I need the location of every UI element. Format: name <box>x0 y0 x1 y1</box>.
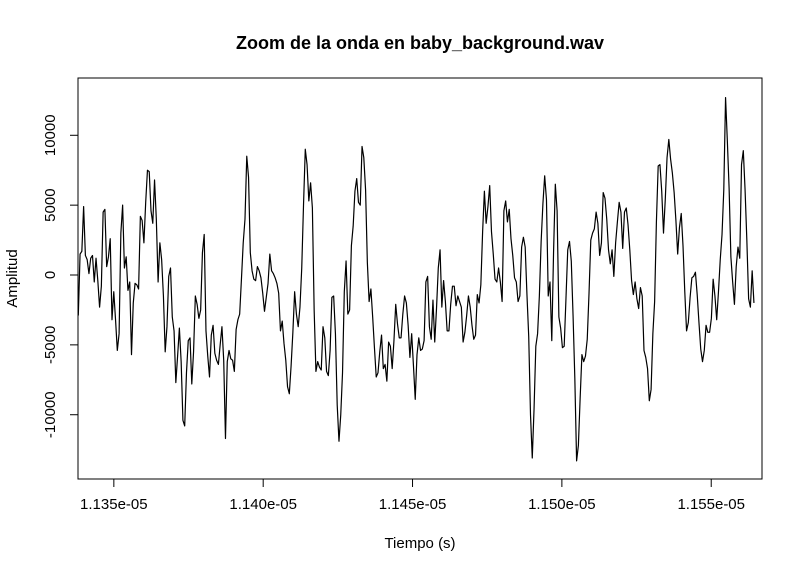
y-axis-label: Amplitud <box>4 249 21 307</box>
x-axis: 1.135e-05 1.140e-05 1.145e-05 1.150e-05 1.15… <box>80 478 745 513</box>
x-tick-label: 1.155e-05 <box>677 496 745 513</box>
x-tick-label: 1.150e-05 <box>528 496 596 513</box>
x-tick-label: 1.140e-05 <box>229 496 297 513</box>
x-axis-label: Tiempo (s) <box>384 535 455 552</box>
y-tick-label: 0 <box>42 271 59 279</box>
series-line <box>77 96 755 462</box>
y-tick-label: -10000 <box>42 391 59 438</box>
x-tick-label: 1.135e-05 <box>80 496 148 513</box>
x-tick-label: 1.145e-05 <box>379 496 447 513</box>
y-tick-label: 10000 <box>42 114 59 156</box>
y-tick-label: 5000 <box>42 188 59 221</box>
y-axis: -10000 -5000 0 5000 10000 <box>42 114 79 438</box>
chart-title: Zoom de la onda en baby_background.wav <box>236 33 604 53</box>
plot-frame <box>77 77 763 480</box>
y-tick-label: -5000 <box>42 326 59 364</box>
